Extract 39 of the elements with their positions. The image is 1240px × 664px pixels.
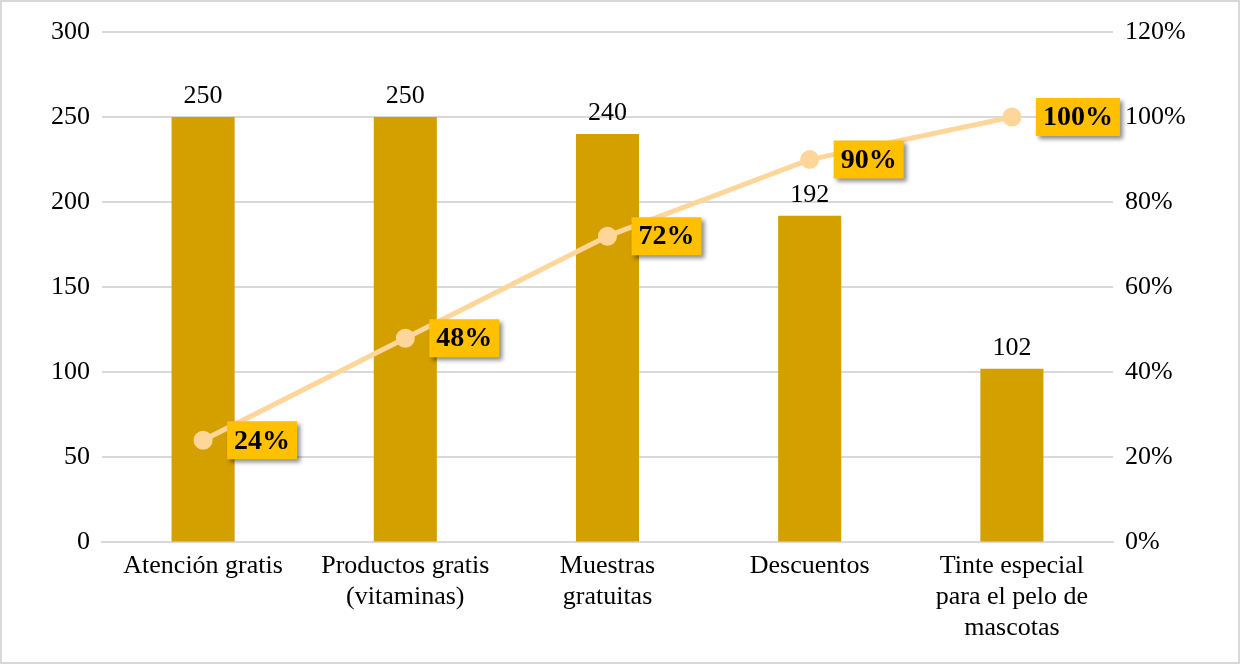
x-tick-label: Atención gratis [123,549,283,579]
data-label: 250 [183,79,223,109]
y2-tick-label: 120% [1125,15,1186,45]
point [800,150,820,170]
y-tick-label: 0 [77,526,90,556]
y2-tick-label: 80% [1125,185,1173,215]
y2-tick-label: 0% [1125,526,1160,556]
bar [373,117,437,542]
y2-tick-label: 60% [1125,271,1173,301]
x-tick-label: Tinte especial para el pelo de mascotas [935,549,1089,642]
y2-tick-label: 40% [1125,356,1173,386]
data-label: 72% [638,219,695,251]
y-tick-label: 250 [51,100,90,130]
x-tick-label: Productos gratis (vitaminas) [321,549,490,611]
x-tick-label: Descuentos [749,549,870,579]
data-label: 192 [790,178,830,208]
data-label: 240 [588,96,627,126]
bar [980,368,1044,542]
y2-tick-label: 20% [1125,441,1173,471]
y-tick-label: 100 [51,356,90,386]
x-tick-label: Muestras gratuitas [559,549,656,611]
y2-tick-label: 100% [1125,100,1186,130]
data-label: 48% [436,321,493,353]
point [1002,107,1022,127]
data-label: 100% [1042,100,1113,132]
data-label: 90% [840,142,897,174]
point [598,226,617,246]
y-tick-label: 300 [51,15,90,45]
point [395,328,415,348]
y-tick-label: 50 [64,441,90,471]
data-label: 250 [385,79,425,109]
data-label: 102 [992,331,1032,361]
point [193,430,213,450]
bar [575,134,640,542]
bar [778,215,842,542]
bar [171,117,235,542]
y-tick-label: 200 [51,185,90,215]
y-tick-label: 150 [51,271,90,301]
data-label: 24% [234,423,291,455]
